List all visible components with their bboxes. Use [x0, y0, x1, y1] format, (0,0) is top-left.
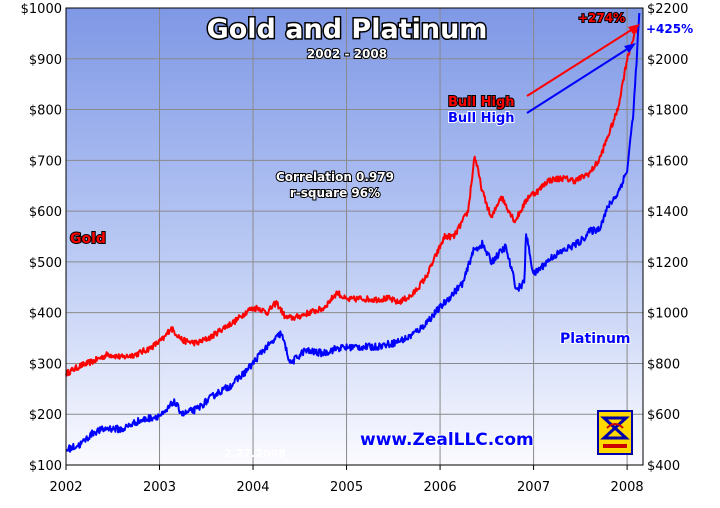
gold-gain-label: +274%	[578, 11, 625, 25]
y-right-tick-label: $600	[647, 408, 680, 423]
y-left-tick-label: $600	[29, 205, 62, 220]
y-left-tick-label: $300	[29, 357, 62, 372]
platinum-price-line	[65, 13, 641, 453]
y-left-tick-label: $100	[29, 459, 62, 474]
y-right-tick-label: $2200	[647, 2, 688, 17]
correlation-label: Correlation 0.979	[276, 170, 394, 184]
y-right-tick-label: $400	[647, 459, 680, 474]
title-block: Gold and Platinum 2002 - 2008	[205, 13, 489, 63]
series-lines	[65, 13, 641, 453]
chart-title: Gold and Platinum	[207, 14, 488, 45]
y-left-tick-label: $200	[29, 408, 62, 423]
y-left-tick-label: $800	[29, 104, 62, 119]
gold-bull-high-arrow	[526, 26, 637, 97]
gold-series-label: Gold	[70, 231, 106, 247]
axes: $100 $200 $300 $400 $500 $600 $700 $800 $900 $100…	[21, 2, 689, 495]
plot-border	[65, 7, 644, 466]
x-tick-label: 2003	[143, 480, 176, 495]
x-tick-label: 2008	[611, 480, 644, 495]
gold-price-line	[65, 27, 640, 377]
date-label: 2.27.2008	[224, 447, 286, 460]
website-label[interactable]: www.ZealLLC.com	[359, 429, 535, 451]
platinum-bull-high-label: Bull High	[448, 111, 515, 126]
x-tick-label: 2004	[236, 480, 269, 495]
y-right-tick-label: $2000	[647, 53, 688, 68]
y-right-tick-label: $800	[647, 357, 680, 372]
y-left-tick-label: $1000	[21, 2, 62, 17]
y-right-tick-label: $1800	[647, 104, 688, 119]
y-right-tick-label: $1000	[647, 307, 688, 322]
chart-subtitle: 2002 - 2008	[307, 47, 387, 61]
rsquare-label: r-square 96%	[290, 186, 380, 200]
platinum-gain-label: +425%	[646, 22, 693, 36]
y-right-tick-label: $1400	[647, 205, 688, 220]
gold-arrow-head	[628, 24, 640, 34]
y-right-tick-label: $1600	[647, 154, 688, 169]
y-left-tick-label: $500	[29, 256, 62, 271]
zeal-logo	[597, 410, 633, 455]
y-left-tick-label: $900	[29, 53, 62, 68]
x-tick-label: 2006	[424, 480, 457, 495]
x-tick-label: 2005	[330, 480, 363, 495]
gold-bull-high-label: Bull High	[448, 95, 515, 110]
x-tick-label: 2002	[49, 480, 82, 495]
y-left-tick-label: $700	[29, 154, 62, 169]
platinum-arrow-head	[624, 43, 636, 53]
platinum-bull-high-arrow	[526, 45, 633, 114]
platinum-series-label: Platinum	[560, 331, 631, 347]
y-right-tick-label: $1200	[647, 256, 688, 271]
y-left-tick-label: $400	[29, 307, 62, 322]
x-tick-label: 2007	[517, 480, 550, 495]
